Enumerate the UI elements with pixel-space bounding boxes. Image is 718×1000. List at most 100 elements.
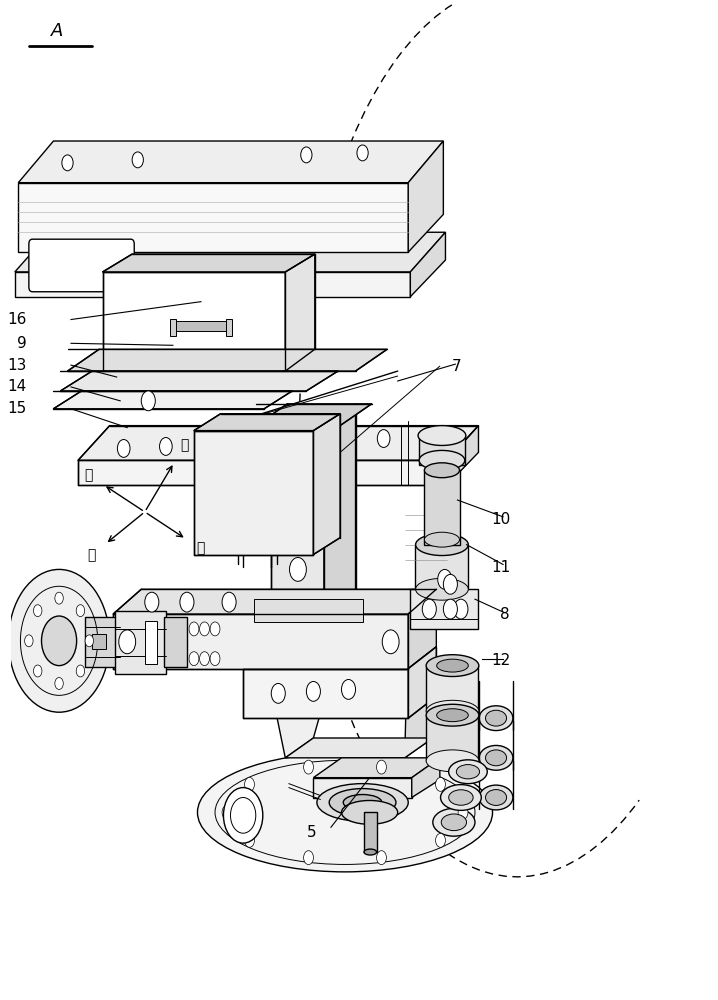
- Polygon shape: [194, 414, 340, 431]
- Polygon shape: [113, 589, 437, 614]
- Circle shape: [271, 683, 285, 703]
- Polygon shape: [313, 778, 411, 798]
- Polygon shape: [253, 599, 363, 622]
- Polygon shape: [411, 232, 445, 297]
- Polygon shape: [164, 617, 187, 667]
- Polygon shape: [411, 758, 440, 798]
- Circle shape: [237, 435, 249, 452]
- Circle shape: [289, 518, 307, 542]
- Circle shape: [245, 777, 254, 791]
- Circle shape: [145, 592, 159, 612]
- Circle shape: [304, 851, 314, 865]
- Text: A: A: [51, 22, 63, 40]
- Polygon shape: [78, 460, 447, 485]
- Circle shape: [376, 851, 386, 865]
- Polygon shape: [447, 426, 478, 485]
- Circle shape: [34, 665, 42, 677]
- Circle shape: [76, 605, 85, 617]
- Polygon shape: [92, 634, 106, 649]
- Circle shape: [357, 145, 368, 161]
- Ellipse shape: [437, 709, 468, 722]
- Circle shape: [24, 635, 33, 647]
- Polygon shape: [405, 589, 437, 758]
- Polygon shape: [415, 545, 468, 589]
- Ellipse shape: [426, 700, 479, 722]
- Text: 13: 13: [7, 358, 27, 373]
- Polygon shape: [285, 254, 314, 371]
- Circle shape: [426, 428, 439, 445]
- Ellipse shape: [441, 785, 481, 810]
- Polygon shape: [170, 319, 176, 336]
- Ellipse shape: [342, 800, 398, 824]
- Polygon shape: [113, 614, 409, 669]
- Ellipse shape: [485, 710, 507, 726]
- Ellipse shape: [364, 849, 377, 855]
- Ellipse shape: [426, 704, 479, 726]
- Polygon shape: [409, 589, 437, 669]
- Circle shape: [438, 569, 452, 589]
- Polygon shape: [60, 371, 338, 391]
- Polygon shape: [419, 436, 465, 465]
- Ellipse shape: [442, 814, 467, 831]
- Polygon shape: [173, 321, 229, 331]
- Text: 右: 右: [197, 542, 205, 556]
- Polygon shape: [271, 426, 324, 619]
- Circle shape: [117, 440, 130, 457]
- Text: 10: 10: [491, 512, 510, 527]
- Polygon shape: [424, 470, 460, 545]
- Text: 12: 12: [491, 653, 510, 668]
- Circle shape: [55, 678, 63, 689]
- Circle shape: [443, 574, 457, 594]
- Circle shape: [382, 630, 399, 654]
- Circle shape: [289, 558, 307, 581]
- Circle shape: [34, 605, 42, 617]
- Ellipse shape: [426, 750, 479, 772]
- Circle shape: [210, 652, 220, 666]
- Polygon shape: [67, 349, 387, 371]
- Text: 16: 16: [7, 312, 27, 327]
- Circle shape: [245, 833, 254, 847]
- Circle shape: [454, 599, 468, 619]
- Ellipse shape: [416, 534, 468, 556]
- Polygon shape: [116, 611, 166, 674]
- Ellipse shape: [424, 463, 460, 478]
- Circle shape: [436, 777, 445, 791]
- Polygon shape: [145, 621, 157, 664]
- Circle shape: [378, 430, 390, 447]
- Text: 9: 9: [17, 336, 27, 351]
- Circle shape: [118, 630, 136, 654]
- Polygon shape: [313, 414, 340, 555]
- Polygon shape: [313, 758, 440, 778]
- Text: 前: 前: [87, 548, 95, 562]
- Polygon shape: [411, 589, 478, 629]
- Circle shape: [436, 833, 445, 847]
- Ellipse shape: [437, 659, 468, 672]
- Circle shape: [76, 665, 85, 677]
- Circle shape: [443, 599, 457, 619]
- Circle shape: [9, 569, 110, 712]
- Polygon shape: [256, 589, 355, 758]
- Circle shape: [289, 478, 307, 502]
- Text: 14: 14: [7, 379, 27, 394]
- Circle shape: [159, 438, 172, 455]
- FancyBboxPatch shape: [29, 239, 134, 292]
- Circle shape: [132, 152, 144, 168]
- Circle shape: [189, 652, 199, 666]
- Circle shape: [42, 616, 77, 666]
- Circle shape: [304, 760, 314, 774]
- Circle shape: [180, 592, 194, 612]
- Polygon shape: [243, 669, 409, 718]
- Circle shape: [200, 652, 210, 666]
- Polygon shape: [409, 141, 443, 252]
- Text: 左: 左: [85, 468, 93, 482]
- Ellipse shape: [426, 655, 479, 677]
- Polygon shape: [409, 647, 437, 718]
- Circle shape: [301, 147, 312, 163]
- Polygon shape: [32, 242, 131, 287]
- Polygon shape: [226, 319, 232, 336]
- Polygon shape: [15, 272, 411, 297]
- Text: 后: 后: [180, 438, 189, 452]
- Circle shape: [189, 622, 199, 636]
- Ellipse shape: [433, 808, 475, 836]
- Ellipse shape: [485, 750, 507, 766]
